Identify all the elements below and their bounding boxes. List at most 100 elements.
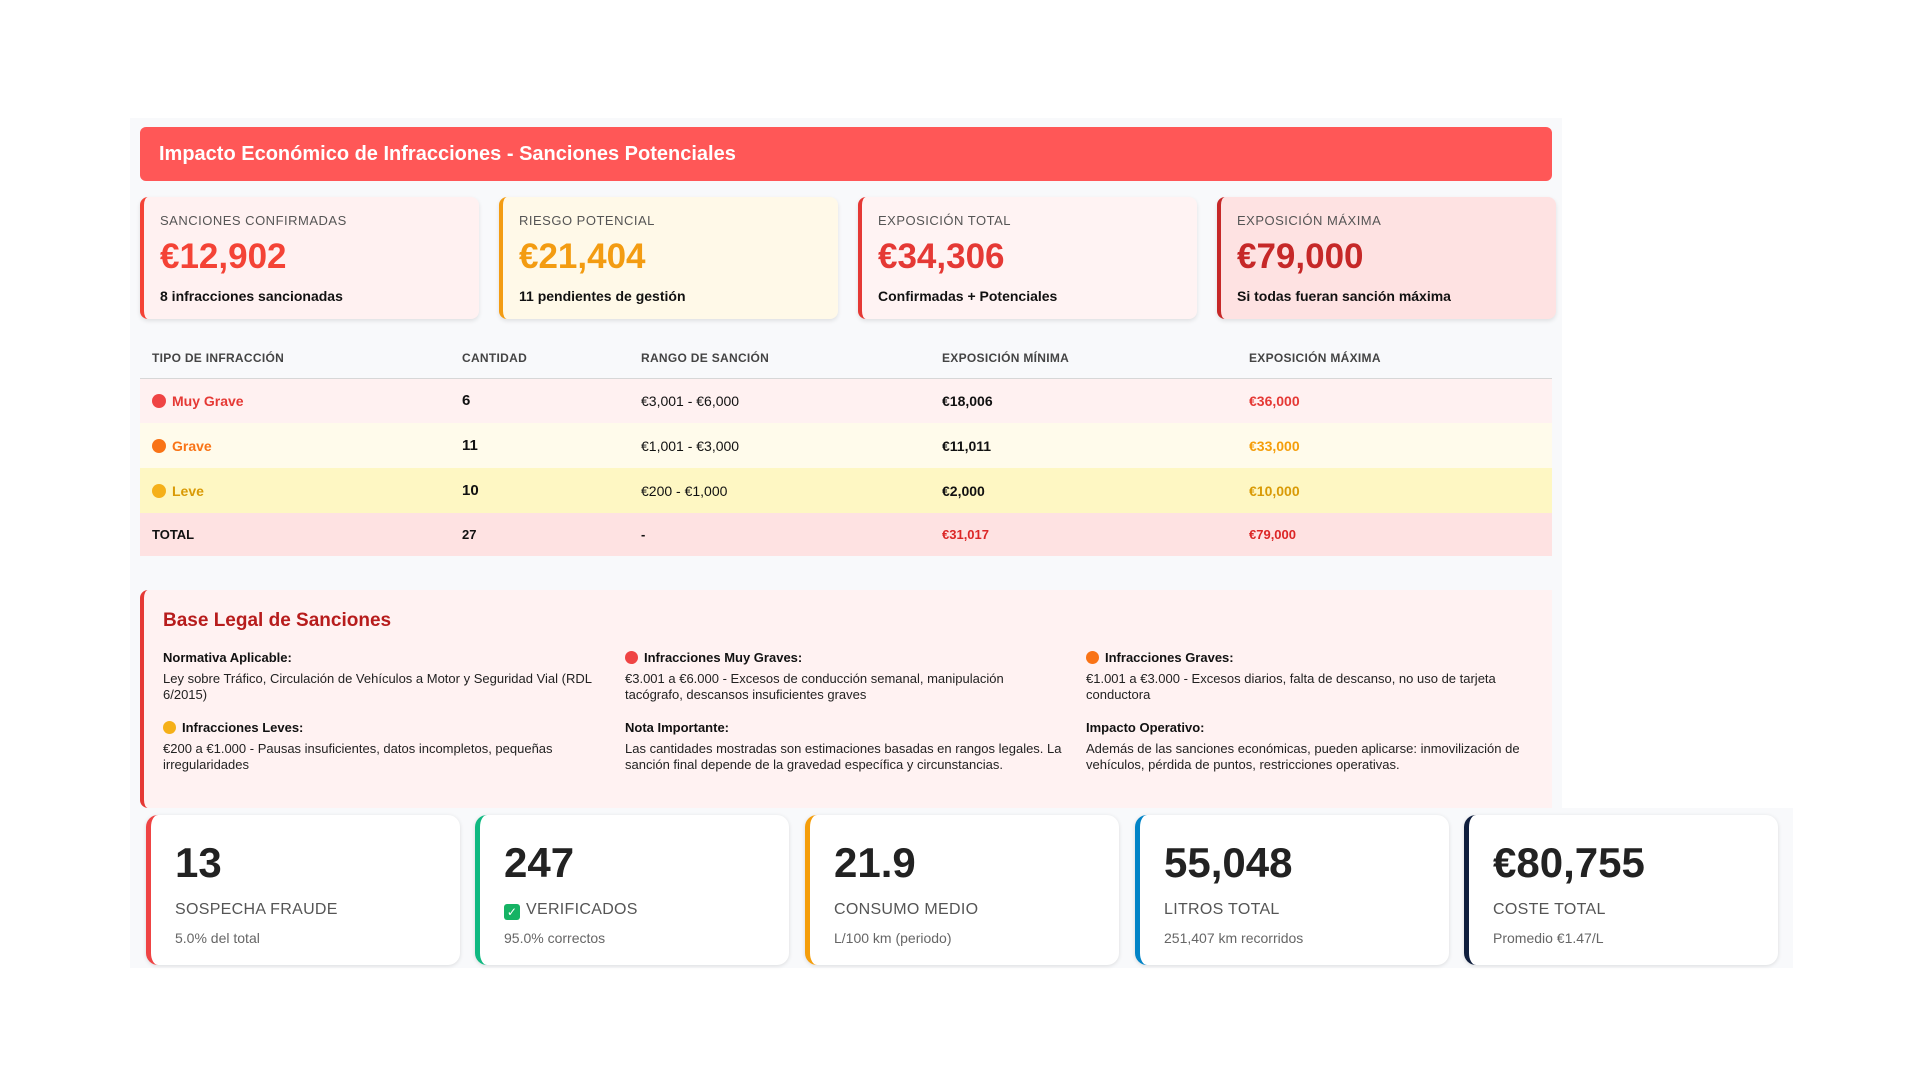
max-cell: €10,000: [1249, 482, 1300, 499]
min-cell: €18,006: [942, 392, 993, 409]
stat-value: 21.9: [834, 839, 916, 886]
summary-card-total: EXPOSICIÓN TOTAL €34,306 Confirmadas + P…: [858, 197, 1197, 319]
table-row: Grave 11 €1,001 - €3,000 €11,011 €33,000: [140, 423, 1552, 468]
check-icon: ✓: [504, 904, 520, 920]
summary-card-potential: RIESGO POTENCIAL €21,404 11 pendientes d…: [499, 197, 838, 319]
type-label: Grave: [172, 437, 212, 454]
col-header-max: EXPOSICIÓN MÁXIMA: [1237, 338, 1552, 379]
legal-text: Las cantidades mostradas son estimacione…: [625, 741, 1062, 772]
legal-heading: Nota Importante:: [625, 720, 729, 735]
table-row: Leve 10 €200 - €1,000 €2,000 €10,000: [140, 468, 1552, 513]
col-header-range: RANGO DE SANCIÓN: [629, 338, 930, 379]
legal-heading: Normativa Aplicable:: [163, 650, 292, 665]
col-header-type: TIPO DE INFRACCIÓN: [140, 338, 450, 379]
range-cell: €1,001 - €3,000: [641, 437, 740, 454]
min-cell: €11,011: [942, 437, 992, 454]
type-cell: Grave: [140, 423, 450, 468]
count-cell: 10: [462, 482, 479, 499]
summary-label: EXPOSICIÓN MÁXIMA: [1237, 213, 1382, 228]
stat-label: LITROS TOTAL: [1164, 901, 1280, 918]
stat-sub: 5.0% del total: [175, 930, 260, 946]
stat-value: 247: [504, 839, 575, 886]
yellow-circle-icon: [163, 721, 176, 734]
fuel-stats-row: 13 SOSPECHA FRAUDE 5.0% del total 247 ✓ V…: [130, 808, 1793, 968]
type-cell: Muy Grave: [140, 378, 450, 423]
summary-value: €21,404: [519, 237, 646, 276]
stat-value: €80,755: [1493, 839, 1645, 886]
summary-label: SANCIONES CONFIRMADAS: [160, 213, 347, 228]
legal-impacto: Impacto Operativo: Además de las sancion…: [1086, 720, 1526, 773]
stat-sub: L/100 km (periodo): [834, 930, 952, 946]
stat-card-verified: 247 ✓ VERIFICADOS 95.0% correctos: [475, 815, 789, 965]
legal-text: Ley sobre Tráfico, Circulación de Vehícu…: [163, 671, 592, 702]
legal-muy-graves: Infracciones Muy Graves: €3.001 a €6.000…: [625, 650, 1065, 703]
summary-value: €79,000: [1237, 237, 1364, 276]
stat-label: COSTE TOTAL: [1493, 901, 1606, 918]
orange-circle-icon: [152, 438, 166, 453]
count-cell: 6: [462, 392, 471, 410]
legal-text: €1.001 a €3.000 - Excesos diarios, falta…: [1086, 671, 1496, 702]
type-cell: Leve: [140, 468, 450, 513]
panel-header: Impacto Económico de Infracciones - Sanc…: [140, 127, 1552, 181]
total-label: TOTAL: [152, 527, 195, 542]
count-cell: 11: [462, 437, 478, 454]
legal-leves: Infracciones Leves: €200 a €1.000 - Paus…: [163, 720, 603, 773]
red-circle-icon: [625, 651, 638, 664]
summary-value: €12,902: [160, 237, 287, 276]
table-row: Muy Grave 6 €3,001 - €6,000 €18,006 €36,…: [140, 378, 1552, 423]
stat-value: 13: [175, 839, 222, 886]
infractions-table: TIPO DE INFRACCIÓN CANTIDAD RANGO DE SAN…: [140, 338, 1552, 556]
type-label: Muy Grave: [172, 392, 244, 409]
stat-card-cost: €80,755 COSTE TOTAL Promedio €1.47/L: [1464, 815, 1778, 965]
range-cell: €3,001 - €6,000: [641, 392, 740, 409]
legal-text: €3.001 a €6.000 - Excesos de conducción …: [625, 671, 1004, 702]
red-circle-icon: [152, 393, 166, 408]
total-count: 27: [462, 527, 477, 542]
summary-sub: 8 infracciones sancionadas: [160, 288, 343, 304]
summary-card-max: EXPOSICIÓN MÁXIMA €79,000 Si todas fuera…: [1217, 197, 1556, 319]
legal-text: Además de las sanciones económicas, pued…: [1086, 741, 1520, 772]
summary-label: EXPOSICIÓN TOTAL: [878, 213, 1011, 228]
stat-value: 55,048: [1164, 839, 1293, 886]
legal-basis-section: Base Legal de Sanciones Normativa Aplica…: [140, 590, 1552, 808]
summary-sub: 11 pendientes de gestión: [519, 288, 686, 304]
yellow-circle-icon: [152, 483, 166, 498]
stat-label: VERIFICADOS: [526, 901, 638, 918]
legal-text: €200 a €1.000 - Pausas insuficientes, da…: [163, 741, 553, 772]
stat-sub: 95.0% correctos: [504, 930, 606, 946]
orange-circle-icon: [1086, 651, 1099, 664]
stat-card-liters: 55,048 LITROS TOTAL 251,407 km recorrido…: [1135, 815, 1449, 965]
stat-sub: Promedio €1.47/L: [1493, 930, 1604, 946]
legal-normativa: Normativa Aplicable: Ley sobre Tráfico, …: [163, 650, 603, 703]
stat-label: CONSUMO MEDIO: [834, 901, 979, 918]
max-cell: €33,000: [1249, 437, 1300, 454]
legal-heading: Infracciones Leves:: [182, 720, 304, 735]
stat-label: SOSPECHA FRAUDE: [175, 901, 338, 918]
sanctions-panel: Impacto Económico de Infracciones - Sanc…: [130, 118, 1562, 808]
max-cell: €36,000: [1249, 392, 1300, 409]
type-label: Leve: [172, 482, 204, 499]
range-cell: €200 - €1,000: [641, 482, 728, 499]
summary-sub: Confirmadas + Potenciales: [878, 288, 1058, 304]
col-header-count: CANTIDAD: [450, 338, 629, 379]
min-cell: €2,000: [942, 482, 985, 499]
legal-heading: Infracciones Graves:: [1105, 650, 1234, 665]
stat-card-consumption: 21.9 CONSUMO MEDIO L/100 km (periodo): [805, 815, 1119, 965]
summary-sub: Si todas fueran sanción máxima: [1237, 288, 1451, 304]
legal-graves: Infracciones Graves: €1.001 a €3.000 - E…: [1086, 650, 1526, 703]
legal-heading: Impacto Operativo:: [1086, 720, 1205, 735]
stat-sub: 251,407 km recorridos: [1164, 930, 1304, 946]
stat-card-fraud: 13 SOSPECHA FRAUDE 5.0% del total: [146, 815, 460, 965]
total-range: -: [641, 527, 646, 542]
legal-heading: Infracciones Muy Graves:: [644, 650, 803, 665]
summary-value: €34,306: [878, 237, 1005, 276]
total-min: €31,017: [942, 527, 989, 542]
table-header-row: TIPO DE INFRACCIÓN CANTIDAD RANGO DE SAN…: [140, 338, 1552, 379]
legal-nota: Nota Importante: Las cantidades mostrada…: [625, 720, 1065, 773]
summary-label: RIESGO POTENCIAL: [519, 213, 655, 228]
total-max: €79,000: [1249, 527, 1296, 542]
legal-title: Base Legal de Sanciones: [163, 610, 392, 631]
summary-card-confirmed: SANCIONES CONFIRMADAS €12,902 8 infracci…: [140, 197, 479, 319]
col-header-min: EXPOSICIÓN MÍNIMA: [930, 338, 1237, 379]
table-total-row: TOTAL 27 - €31,017 €79,000: [140, 513, 1552, 556]
